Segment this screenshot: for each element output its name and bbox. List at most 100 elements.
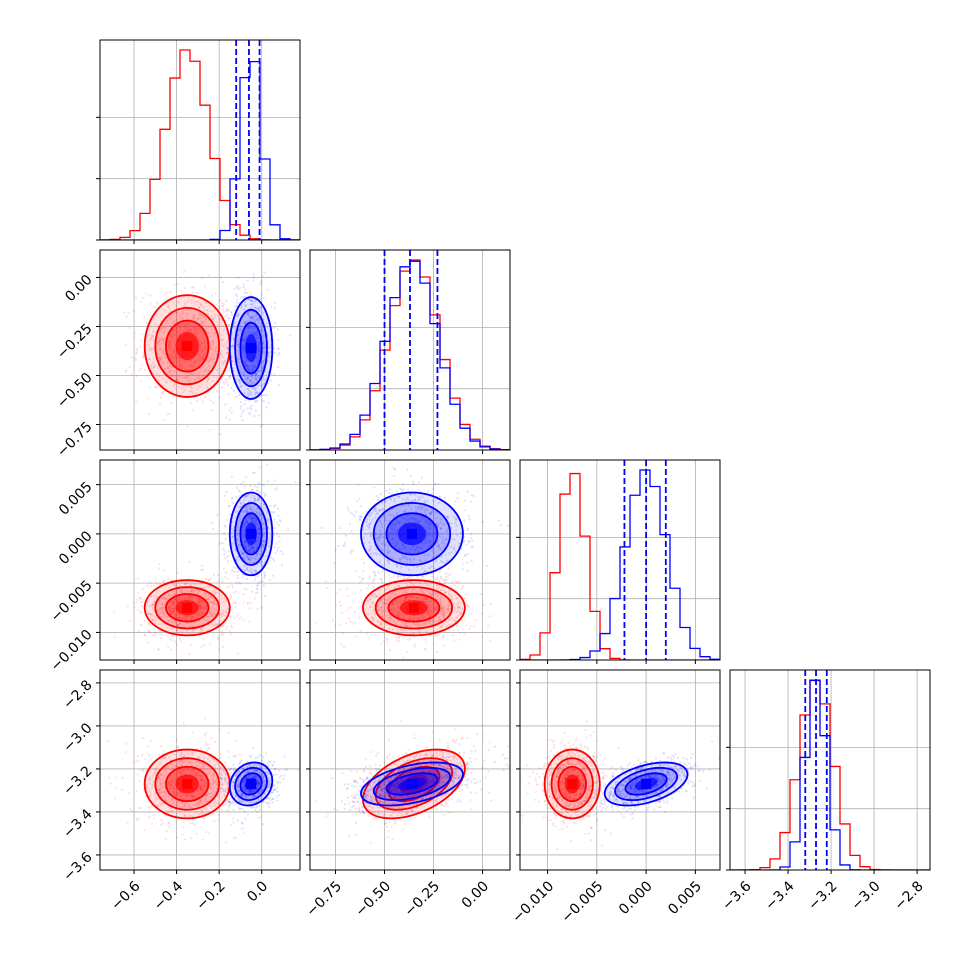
scatter-point [168, 578, 170, 580]
scatter-point [464, 509, 466, 511]
scatter-point [468, 541, 470, 543]
scatter-point [190, 402, 192, 404]
scatter-point [202, 838, 204, 840]
scatter-point [224, 404, 226, 406]
scatter-point [147, 745, 149, 747]
scatter-point [235, 590, 237, 592]
scatter-point [264, 574, 266, 576]
scatter-point [350, 621, 352, 623]
scatter-point [231, 476, 233, 478]
scatter-point [158, 567, 160, 569]
scatter-point [358, 616, 360, 618]
scatter-point [460, 588, 462, 590]
scatter-point [226, 352, 228, 354]
scatter-point [149, 582, 151, 584]
scatter-point [196, 292, 198, 294]
scatter-point [247, 279, 249, 281]
scatter-point [222, 281, 224, 283]
scatter-point [362, 570, 364, 572]
scatter-point [239, 753, 241, 755]
scatter-point [274, 302, 276, 304]
scatter-point [352, 600, 354, 602]
scatter-point [222, 345, 224, 347]
scatter-point [412, 588, 414, 590]
scatter-point [453, 629, 455, 631]
scatter-point [253, 415, 255, 417]
scatter-point [248, 621, 250, 623]
scatter-point [280, 550, 282, 552]
scatter-point [359, 519, 361, 521]
scatter-point [274, 322, 276, 324]
scatter-point [206, 634, 208, 636]
scatter-point [263, 394, 265, 396]
density-peak [246, 343, 256, 353]
scatter-point [281, 564, 283, 566]
scatter-point [226, 578, 228, 580]
scatter-point [402, 636, 404, 638]
scatter-point [181, 641, 183, 643]
panel-1-1 [306, 250, 510, 454]
scatter-point [263, 484, 265, 486]
scatter-point [221, 634, 223, 636]
scatter-point [277, 347, 279, 349]
scatter-point [486, 565, 488, 567]
scatter-point [249, 607, 251, 609]
scatter-point [189, 822, 191, 824]
scatter-point [242, 481, 244, 483]
scatter-point [237, 288, 239, 290]
scatter-point [151, 823, 153, 825]
scatter-point [188, 653, 190, 655]
scatter-point [171, 639, 173, 641]
scatter-point [159, 403, 161, 405]
scatter-point [223, 495, 225, 497]
scatter-point [148, 812, 150, 814]
scatter-point [141, 624, 143, 626]
scatter-point [192, 822, 194, 824]
scatter-point [153, 306, 155, 308]
scatter-point [245, 476, 247, 478]
scatter-point [349, 523, 351, 525]
scatter-point [465, 544, 467, 546]
scatter-point [277, 515, 279, 517]
scatter-point [133, 606, 135, 608]
scatter-point [436, 651, 438, 653]
scatter-point [263, 492, 265, 494]
scatter-point [243, 588, 245, 590]
scatter-point [462, 585, 464, 587]
scatter-point [228, 378, 230, 380]
scatter-point [353, 623, 355, 625]
scatter-point [434, 483, 436, 485]
scatter-point [380, 493, 382, 495]
scatter-point [136, 755, 138, 757]
scatter-point [453, 639, 455, 641]
scatter-point [408, 577, 410, 579]
scatter-point [216, 356, 218, 358]
scatter-point [345, 622, 347, 624]
scatter-point [160, 745, 162, 747]
scatter-point [156, 584, 158, 586]
scatter-point [219, 433, 221, 435]
scatter-point [242, 296, 244, 298]
scatter-point [238, 394, 240, 396]
scatter-point [194, 824, 196, 826]
scatter-point [202, 401, 204, 403]
scatter-point [343, 544, 345, 546]
scatter-point [465, 624, 467, 626]
scatter-point [359, 576, 361, 578]
scatter-point [137, 348, 139, 350]
scatter-point [161, 634, 163, 636]
scatter-point [228, 550, 230, 552]
scatter-point [243, 410, 245, 412]
scatter-point [358, 498, 360, 500]
scatter-point [372, 586, 374, 588]
scatter-point [160, 396, 162, 398]
scatter-point [251, 591, 253, 593]
scatter-point [246, 578, 248, 580]
scatter-point [129, 366, 131, 368]
scatter-point [177, 572, 179, 574]
scatter-point [287, 529, 289, 531]
scatter-point [339, 588, 341, 590]
scatter-point [402, 483, 404, 485]
scatter-point [200, 747, 202, 749]
